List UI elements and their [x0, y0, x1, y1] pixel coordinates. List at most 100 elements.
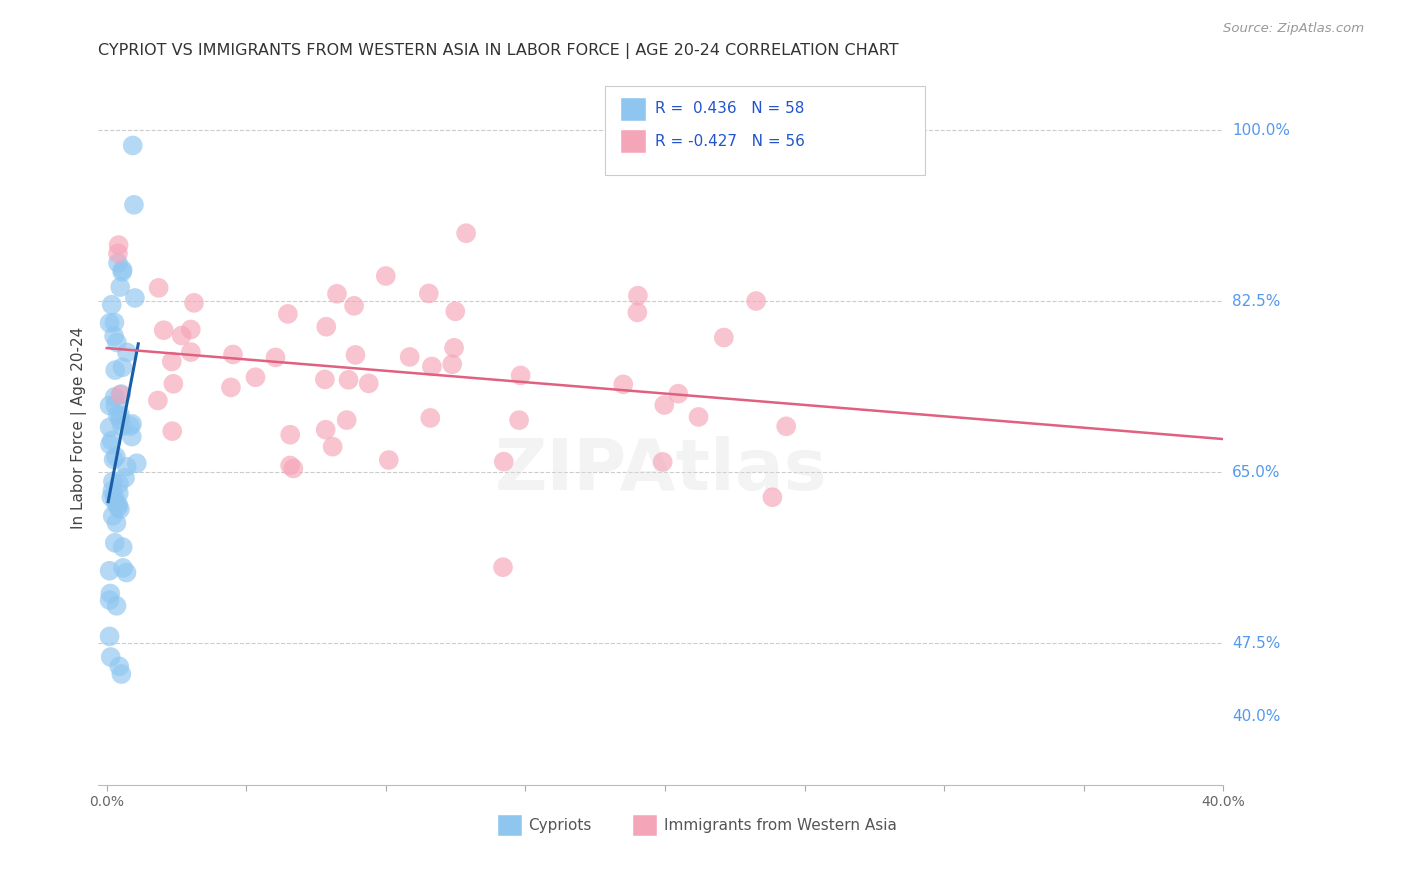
Point [652, 398, 675, 412]
Point [441, 357, 464, 371]
Point [110, 387, 132, 401]
Text: 40.0%: 40.0% [1232, 709, 1281, 724]
Point [111, 540, 134, 554]
Y-axis label: In Labor Force | Age 20-24: In Labor Force | Age 20-24 [72, 327, 87, 529]
Point [456, 226, 478, 240]
Point [688, 409, 710, 424]
Point [98, 399, 121, 413]
Point [122, 198, 145, 212]
Point [398, 350, 420, 364]
Bar [621, 130, 647, 153]
Point [98, 564, 121, 578]
Point [98, 629, 121, 643]
Point [378, 453, 401, 467]
Point [180, 322, 202, 336]
Point [146, 393, 169, 408]
Text: Source: ZipAtlas.com: Source: ZipAtlas.com [1223, 22, 1364, 36]
Point [105, 516, 128, 530]
Bar [621, 98, 647, 121]
Point [337, 373, 360, 387]
Point [121, 429, 143, 443]
Point [111, 265, 134, 279]
Point [115, 459, 138, 474]
Point [326, 286, 349, 301]
Point [104, 398, 127, 412]
Bar [633, 815, 658, 837]
Point [115, 345, 138, 359]
Point [315, 319, 337, 334]
Point [418, 286, 440, 301]
Point [666, 386, 689, 401]
Point [264, 351, 287, 365]
Bar [498, 815, 523, 837]
Point [278, 427, 301, 442]
Point [343, 299, 366, 313]
Point [100, 490, 122, 504]
Point [315, 423, 337, 437]
Point [107, 500, 129, 515]
Point [104, 363, 127, 377]
Point [612, 377, 634, 392]
Point [98, 586, 121, 600]
Text: Immigrants from Western Asia: Immigrants from Western Asia [664, 818, 897, 833]
Point [98, 593, 121, 607]
Point [374, 268, 396, 283]
Point [111, 360, 134, 375]
Point [98, 316, 121, 330]
Point [627, 288, 650, 302]
Point [745, 293, 768, 308]
Point [104, 390, 127, 404]
Point [98, 437, 121, 451]
Point [219, 380, 242, 394]
Text: CYPRIOT VS IMMIGRANTS FROM WESTERN ASIA IN LABOR FORCE | AGE 20-24 CORRELATION C: CYPRIOT VS IMMIGRANTS FROM WESTERN ASIA … [98, 43, 898, 59]
Point [170, 328, 193, 343]
Point [100, 650, 122, 665]
Point [357, 376, 380, 391]
Text: ZIPAtlas: ZIPAtlas [495, 436, 827, 506]
Point [107, 498, 129, 512]
Point [509, 368, 531, 383]
Text: 100.0%: 100.0% [1232, 122, 1291, 137]
Point [420, 359, 443, 374]
Text: 82.5%: 82.5% [1232, 293, 1281, 309]
Point [103, 452, 125, 467]
FancyBboxPatch shape [605, 86, 925, 175]
Point [162, 376, 184, 391]
Point [277, 307, 299, 321]
Point [114, 471, 136, 485]
Point [110, 280, 132, 294]
Point [108, 413, 131, 427]
Point [103, 329, 125, 343]
Point [775, 419, 797, 434]
Point [104, 496, 127, 510]
Point [107, 408, 129, 422]
Point [336, 413, 359, 427]
Point [115, 566, 138, 580]
Point [152, 323, 174, 337]
Point [104, 450, 127, 464]
Point [713, 330, 735, 344]
Point [508, 413, 530, 427]
Point [107, 246, 129, 260]
Point [105, 599, 128, 613]
Point [180, 345, 202, 359]
Point [107, 238, 129, 252]
Point [101, 475, 124, 489]
Point [492, 560, 515, 574]
Point [107, 486, 129, 500]
Text: R =  0.436   N = 58: R = 0.436 N = 58 [655, 101, 804, 116]
Point [105, 335, 128, 350]
Point [492, 455, 515, 469]
Text: 65.0%: 65.0% [1232, 465, 1281, 480]
Point [100, 434, 122, 448]
Point [98, 420, 121, 434]
Point [110, 388, 132, 402]
Point [444, 304, 467, 318]
Point [101, 508, 124, 523]
Point [107, 256, 129, 270]
Point [111, 419, 134, 434]
Point [222, 347, 245, 361]
Text: Cypriots: Cypriots [529, 818, 592, 833]
Point [121, 138, 143, 153]
Point [108, 502, 131, 516]
